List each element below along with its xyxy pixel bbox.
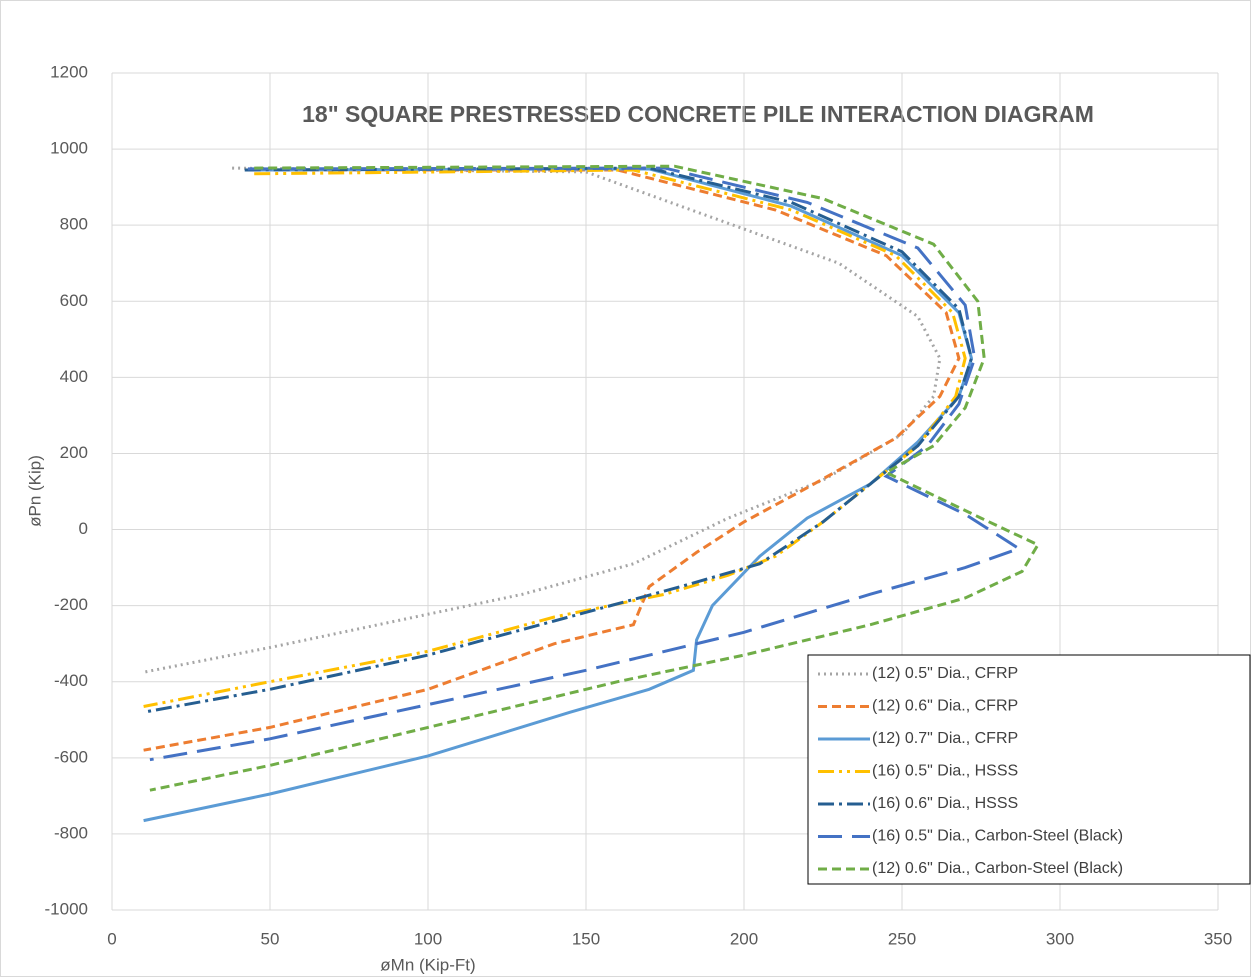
y-tick-label: -1000 xyxy=(45,899,88,918)
plot-lines xyxy=(143,164,1041,823)
x-axis-label: øMn (Kip-Ft) xyxy=(380,955,475,974)
x-tick-label: 200 xyxy=(730,929,758,948)
y-tick-label: 600 xyxy=(60,291,88,310)
x-tick-label: 100 xyxy=(414,929,442,948)
grid: 0 50 100 150 200 250 300 350 -1000 -800 -600 -400 -2… xyxy=(45,62,1233,948)
series-line xyxy=(143,167,974,823)
series-line xyxy=(143,166,942,674)
y-tick-label: 0 xyxy=(79,519,88,538)
legend-label: (12) 0.5" Dia., CFRP xyxy=(872,665,1018,682)
series-line xyxy=(143,166,974,714)
chart-title: 18" SQUARE PRESTRESSED CONCRETE PILE INT… xyxy=(302,101,1094,127)
x-tick-label: 300 xyxy=(1046,929,1074,948)
legend-label: (12) 0.6" Dia., Carbon-Steel (Black) xyxy=(872,860,1123,877)
y-tick-label: 1200 xyxy=(50,62,88,81)
y-axis-label: øPn (Kip) xyxy=(25,455,44,527)
y-tick-label: 200 xyxy=(60,443,88,462)
y-tick-label: -400 xyxy=(54,671,88,690)
y-tick-label: -200 xyxy=(54,595,88,614)
y-tick-label: 800 xyxy=(60,215,88,234)
series-line xyxy=(149,164,1041,792)
legend: (12) 0.5" Dia., CFRP (12) 0.6" Dia., CFRP… xyxy=(807,654,1251,885)
y-tick-label: 400 xyxy=(60,367,88,386)
x-tick-label: 250 xyxy=(888,929,916,948)
y-tick-label: -800 xyxy=(54,823,88,842)
legend-label: (16) 0.5" Dia., HSSS xyxy=(872,763,1018,780)
legend-label: (16) 0.6" Dia., HSSS xyxy=(872,795,1018,812)
series-line xyxy=(143,168,961,752)
legend-label: (12) 0.6" Dia., CFRP xyxy=(872,698,1018,715)
x-tick-label: 150 xyxy=(572,929,600,948)
legend-label: (16) 0.5" Dia., Carbon-Steel (Black) xyxy=(872,828,1123,845)
legend-box xyxy=(807,654,1251,885)
series-line xyxy=(149,166,1023,762)
x-tick-label: 0 xyxy=(107,929,116,948)
legend-label: (12) 0.7" Dia., CFRP xyxy=(872,730,1018,747)
y-tick-label: 1000 xyxy=(50,139,88,158)
y-tick-label: -600 xyxy=(54,747,88,766)
x-tick-label: 350 xyxy=(1204,929,1232,948)
x-tick-label: 50 xyxy=(261,929,280,948)
